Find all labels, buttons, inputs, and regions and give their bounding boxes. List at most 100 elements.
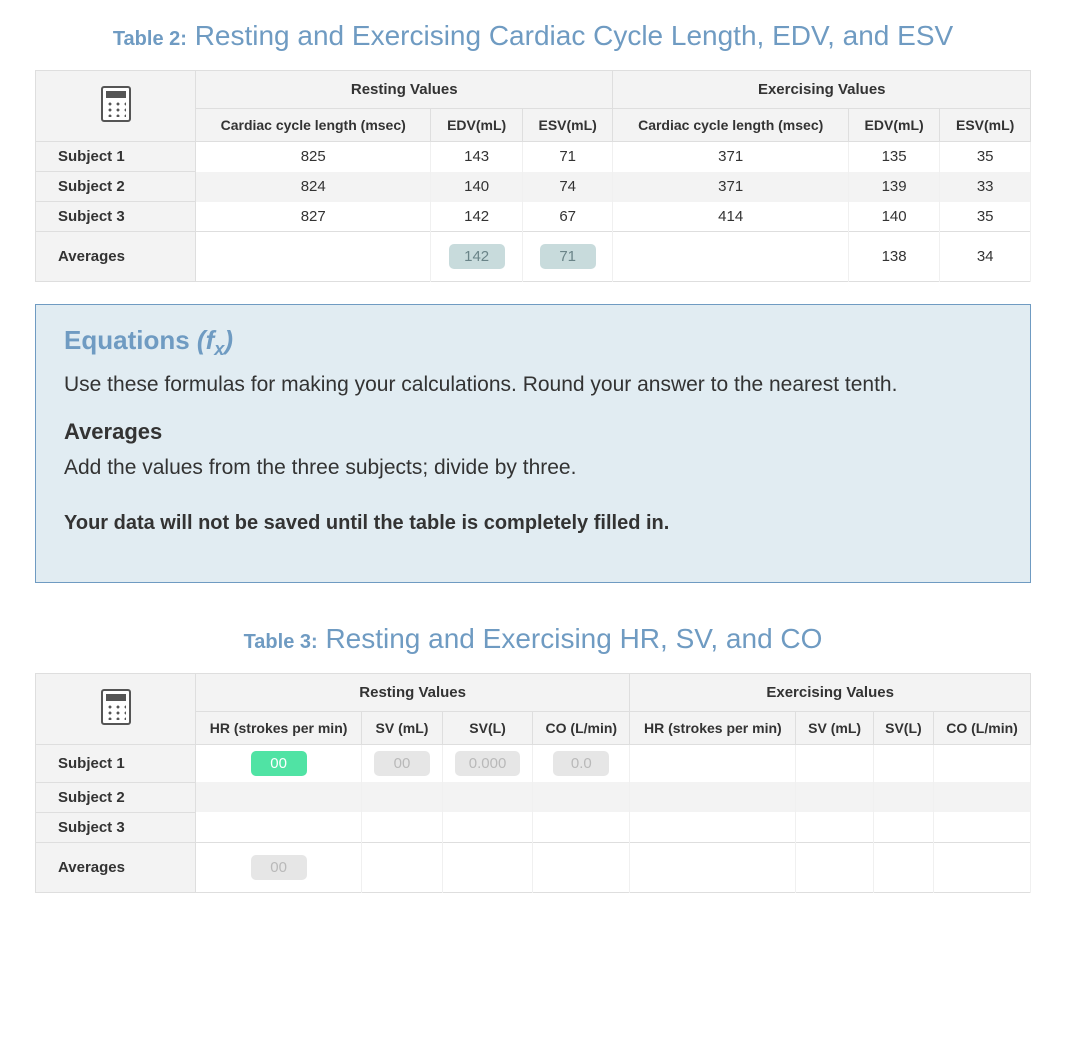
equations-title-fx: (fx) <box>197 325 233 355</box>
table-cell <box>362 812 443 842</box>
equations-title-main: Equations <box>64 325 190 355</box>
table-cell <box>630 745 796 783</box>
table2-col-3: Cardiac cycle length (msec) <box>613 109 848 142</box>
table-cell <box>934 842 1031 892</box>
table-cell: 143 <box>431 142 522 172</box>
table3-prefix: Table 3: <box>244 631 318 653</box>
table-cell <box>934 812 1031 842</box>
table-cell <box>362 842 443 892</box>
table-row: Subject 1 00 00 0.000 0.0 <box>36 745 1031 783</box>
table-cell: 140 <box>431 172 522 202</box>
table2-col-2: ESV(mL) <box>522 109 613 142</box>
row-label: Subject 1 <box>36 142 196 172</box>
table-cell: 140 <box>848 202 939 232</box>
table-cell <box>533 782 630 812</box>
table-row-averages: Averages 00 <box>36 842 1031 892</box>
table-row: Subject 3 <box>36 812 1031 842</box>
table-cell: 67 <box>522 202 613 232</box>
equations-warning: Your data will not be saved until the ta… <box>64 509 1002 538</box>
table-row: Subject 2 <box>36 782 1031 812</box>
table-cell <box>362 782 443 812</box>
table2-col-0: Cardiac cycle length (msec) <box>196 109 431 142</box>
table2-group-exercising: Exercising Values <box>613 71 1031 109</box>
table3-title: Table 3: Resting and Exercising HR, SV, … <box>35 623 1031 655</box>
table-cell <box>442 842 533 892</box>
table2-prefix: Table 2: <box>113 28 187 50</box>
table-cell <box>630 842 796 892</box>
table-cell <box>442 782 533 812</box>
table-cell: 371 <box>613 172 848 202</box>
table2-col-4: EDV(mL) <box>848 109 939 142</box>
table-cell: 142 <box>431 232 522 282</box>
row-label: Subject 3 <box>36 202 196 232</box>
table-cell: 371 <box>613 142 848 172</box>
table3-col-7: CO (L/min) <box>934 712 1031 745</box>
value-pill[interactable]: 0.000 <box>455 751 521 776</box>
table-cell: 0.0 <box>533 745 630 783</box>
table-cell <box>630 812 796 842</box>
table3-col-3: CO (L/min) <box>533 712 630 745</box>
table-cell <box>796 812 873 842</box>
value-pill[interactable]: 00 <box>251 751 307 776</box>
table-cell <box>533 812 630 842</box>
table-cell: 139 <box>848 172 939 202</box>
equations-panel: Equations (fx) Use these formulas for ma… <box>35 304 1031 583</box>
table3-group-exercising: Exercising Values <box>630 674 1031 712</box>
table-cell: 135 <box>848 142 939 172</box>
table-cell: 827 <box>196 202 431 232</box>
table-cell <box>934 782 1031 812</box>
table-cell <box>196 232 431 282</box>
table-cell <box>873 842 933 892</box>
equations-averages-heading: Averages <box>64 419 1002 445</box>
table-row: Subject 38271426741414035 <box>36 202 1031 232</box>
table3-body: Subject 1 00 00 0.000 0.0 Subject 2Subject 3A… <box>36 745 1031 893</box>
table-cell: 00 <box>196 745 362 783</box>
value-pill[interactable]: 0.0 <box>553 751 609 776</box>
table-cell: 0.000 <box>442 745 533 783</box>
table-cell: 71 <box>522 142 613 172</box>
table-cell <box>796 782 873 812</box>
calculator-icon-cell <box>36 674 196 745</box>
table-cell: 33 <box>940 172 1031 202</box>
row-label: Subject 2 <box>36 782 196 812</box>
table2-body: Subject 18251437137113535Subject 2824140… <box>36 142 1031 282</box>
calculator-icon <box>101 689 131 725</box>
table-cell: 34 <box>940 232 1031 282</box>
table-cell <box>873 812 933 842</box>
table-cell <box>196 812 362 842</box>
table-cell <box>873 745 933 783</box>
row-label: Averages <box>36 232 196 282</box>
table-cell <box>796 842 873 892</box>
table3-title-text: Resting and Exercising HR, SV, and CO <box>325 623 822 654</box>
value-pill[interactable]: 142 <box>449 244 505 269</box>
calculator-icon-cell <box>36 71 196 142</box>
table3: Resting Values Exercising Values HR (str… <box>35 673 1031 893</box>
row-label: Subject 3 <box>36 812 196 842</box>
table-cell <box>196 782 362 812</box>
table3-col-5: SV (mL) <box>796 712 873 745</box>
table2-col-5: ESV(mL) <box>940 109 1031 142</box>
calculator-icon <box>101 86 131 122</box>
value-pill[interactable]: 71 <box>540 244 596 269</box>
table-cell: 142 <box>431 202 522 232</box>
table-cell: 71 <box>522 232 613 282</box>
equations-desc: Use these formulas for making your calcu… <box>64 370 1002 400</box>
table3-col-1: SV (mL) <box>362 712 443 745</box>
row-label: Subject 1 <box>36 745 196 783</box>
table-cell <box>613 232 848 282</box>
equations-title: Equations (fx) <box>64 325 1002 360</box>
value-pill[interactable]: 00 <box>251 855 307 880</box>
table3-col-2: SV(L) <box>442 712 533 745</box>
table3-col-4: HR (strokes per min) <box>630 712 796 745</box>
table-cell: 00 <box>362 745 443 783</box>
table-cell <box>796 745 873 783</box>
table-cell: 35 <box>940 142 1031 172</box>
table2-title: Table 2: Resting and Exercising Cardiac … <box>35 20 1031 52</box>
table-cell <box>630 782 796 812</box>
row-label: Averages <box>36 842 196 892</box>
table-row: Subject 28241407437113933 <box>36 172 1031 202</box>
table-cell: 825 <box>196 142 431 172</box>
table-cell <box>934 745 1031 783</box>
value-pill[interactable]: 00 <box>374 751 430 776</box>
row-label: Subject 2 <box>36 172 196 202</box>
